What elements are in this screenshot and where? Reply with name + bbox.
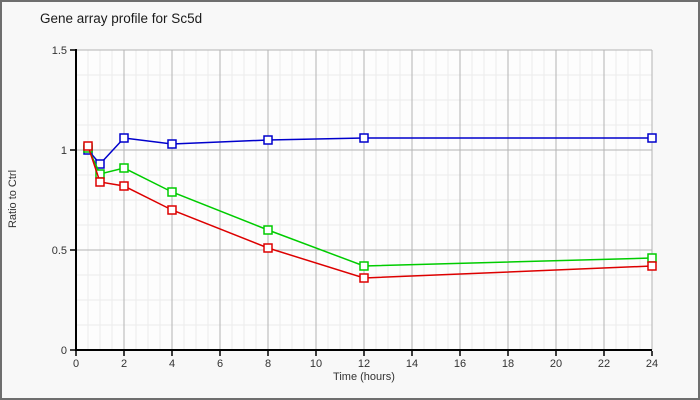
x-tick-label: 22	[598, 358, 610, 370]
series-blue-marker	[167, 139, 177, 149]
series-green-marker	[647, 253, 657, 263]
x-axis-title: Time (hours)	[333, 371, 395, 383]
x-tick-label: 24	[646, 358, 658, 370]
series-blue-marker	[119, 133, 129, 143]
series-green-marker	[263, 225, 273, 235]
series-red-marker	[83, 141, 93, 151]
series-green-marker	[359, 261, 369, 271]
x-tick-label: 10	[310, 358, 322, 370]
series-blue-marker	[263, 135, 273, 145]
x-tick-label: 0	[73, 358, 79, 370]
series-red-marker	[647, 261, 657, 271]
y-tick-label: 1	[61, 145, 67, 157]
y-tick-label: 0.5	[52, 245, 67, 257]
y-tick-label: 0	[61, 345, 67, 357]
y-tick-label: 1.5	[52, 45, 67, 57]
x-tick-label: 12	[358, 358, 370, 370]
series-red-marker	[167, 205, 177, 215]
series-blue-marker	[359, 133, 369, 143]
series-green-marker	[119, 163, 129, 173]
chart-title: Gene array profile for Sc5d	[40, 11, 203, 26]
series-green-marker	[167, 187, 177, 197]
series-red-marker	[95, 177, 105, 187]
x-tick-label: 16	[454, 358, 466, 370]
x-tick-label: 4	[169, 358, 175, 370]
series-blue-marker	[647, 133, 657, 143]
series-red-marker	[359, 273, 369, 283]
x-tick-label: 2	[121, 358, 127, 370]
x-tick-label: 8	[265, 358, 271, 370]
series-red-marker	[119, 181, 129, 191]
x-tick-label: 20	[550, 358, 562, 370]
x-tick-label: 14	[406, 358, 418, 370]
series-red-marker	[263, 243, 273, 253]
x-tick-label: 18	[502, 358, 514, 370]
x-tick-label: 6	[217, 358, 223, 370]
